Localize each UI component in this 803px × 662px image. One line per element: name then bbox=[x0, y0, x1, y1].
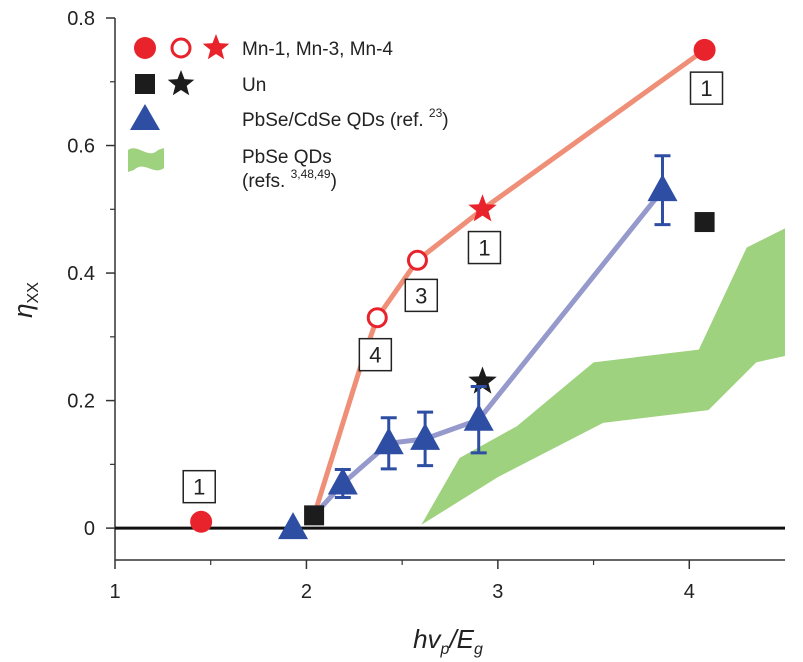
y-tick-label: 0 bbox=[84, 518, 95, 540]
qd-data-point bbox=[278, 512, 309, 540]
sample-id-box bbox=[404, 278, 439, 313]
qd-data-point bbox=[373, 427, 404, 455]
legend-un-star bbox=[167, 70, 195, 96]
sample-id-label: 4 bbox=[369, 343, 381, 368]
legend-layer: Mn-1, Mn-3, Mn-4 Un PbSe/CdSe QDs (ref. 23… bbox=[128, 34, 449, 192]
qd-data-point bbox=[410, 422, 441, 450]
un-data-point bbox=[468, 366, 497, 394]
legend-un-square bbox=[135, 74, 155, 94]
legend-qd-triangle bbox=[130, 104, 160, 130]
x-tick-label: 3 bbox=[492, 581, 503, 603]
y-tick-label: 0.8 bbox=[67, 8, 95, 30]
qd-data-point bbox=[463, 403, 494, 431]
y-axis-title: ηXX bbox=[8, 282, 42, 318]
y-tick-label: 0.6 bbox=[67, 136, 95, 158]
y-tick-label: 0.2 bbox=[67, 391, 95, 413]
legend-label: PbSe/CdSe QDs (ref. 23) bbox=[242, 106, 449, 131]
legend-band-swatch bbox=[128, 148, 164, 172]
sample-id-box bbox=[182, 469, 216, 504]
legend-mn4-star bbox=[202, 34, 230, 60]
mn-data-point bbox=[468, 194, 497, 222]
legend-label: Mn-1, Mn-3, Mn-4 bbox=[242, 39, 393, 60]
sample-id-label: 1 bbox=[700, 76, 712, 101]
x-tick-label: 2 bbox=[301, 581, 312, 603]
legend-label: Un bbox=[242, 75, 266, 96]
mn-data-point bbox=[190, 510, 213, 533]
x-tick-label: 1 bbox=[109, 581, 120, 603]
qd-data-point bbox=[647, 174, 678, 202]
sample-id-box bbox=[689, 71, 724, 105]
legend-label: PbSe QDs bbox=[242, 147, 332, 168]
mn-data-point bbox=[406, 249, 428, 271]
y-tick-label: 0.4 bbox=[67, 263, 95, 285]
un-data-point bbox=[694, 212, 715, 233]
qd-data-point bbox=[327, 467, 358, 495]
legend-mn1-circle bbox=[134, 37, 156, 59]
sample-id-box bbox=[467, 230, 502, 265]
band-layer bbox=[421, 228, 785, 525]
x-tick-label: 4 bbox=[684, 581, 695, 603]
sample-id-label: 1 bbox=[478, 236, 490, 261]
marks-layer bbox=[190, 38, 716, 540]
legend-label-line2: (refs. 3,48,49) bbox=[242, 167, 337, 192]
mn-data-point bbox=[693, 38, 716, 61]
legend-mn3-circle bbox=[170, 37, 192, 59]
un-data-point bbox=[304, 505, 325, 526]
sample-id-label: 3 bbox=[415, 283, 427, 308]
sample-id-box bbox=[358, 337, 393, 372]
labels-layer: 1 1 1 3 4 bbox=[182, 71, 724, 504]
sample-id-label: 1 bbox=[193, 475, 205, 500]
pbse-qds-band bbox=[421, 228, 785, 525]
mn-series-line bbox=[311, 47, 707, 517]
axes-layer: 1 2 3 4 0 0.2 0.4 0.6 0.8 bbox=[67, 8, 785, 603]
x-axis-title: hvp/Eg bbox=[413, 624, 483, 658]
mn-data-point bbox=[366, 307, 388, 329]
